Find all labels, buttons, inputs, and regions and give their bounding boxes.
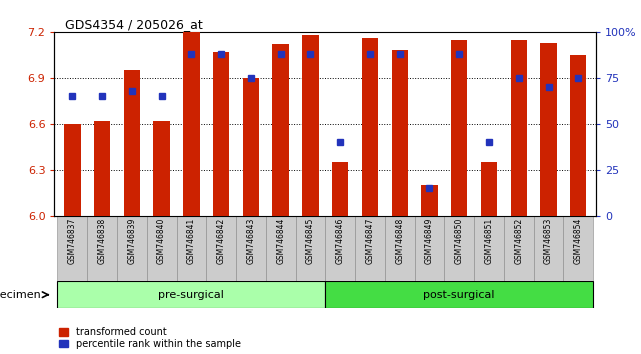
Bar [504, 216, 533, 281]
Text: GSM746853: GSM746853 [544, 218, 553, 264]
Text: specimen: specimen [0, 290, 42, 300]
Bar [421, 185, 438, 216]
Bar [64, 124, 81, 216]
Text: GSM746839: GSM746839 [128, 218, 137, 264]
Bar [213, 52, 229, 216]
Bar [236, 216, 266, 281]
Text: GSM746849: GSM746849 [425, 218, 434, 264]
Bar [87, 216, 117, 281]
Text: GSM746838: GSM746838 [97, 218, 106, 264]
Bar [332, 162, 348, 216]
Bar [243, 78, 259, 216]
Bar [481, 162, 497, 216]
Text: GSM746848: GSM746848 [395, 218, 404, 264]
Bar [385, 216, 415, 281]
Text: post-surgical: post-surgical [424, 290, 495, 300]
Bar [117, 216, 147, 281]
Bar [362, 38, 378, 216]
Bar [206, 216, 236, 281]
Text: GDS4354 / 205026_at: GDS4354 / 205026_at [65, 18, 203, 31]
Text: GSM746852: GSM746852 [514, 218, 523, 264]
Bar [392, 50, 408, 216]
Text: GSM746850: GSM746850 [454, 218, 463, 264]
Bar [58, 216, 87, 281]
Text: GSM746843: GSM746843 [246, 218, 255, 264]
Text: GSM746841: GSM746841 [187, 218, 196, 264]
Bar [58, 281, 325, 308]
Bar [272, 44, 289, 216]
Bar [444, 216, 474, 281]
Bar [540, 42, 556, 216]
Bar [325, 216, 355, 281]
Bar [570, 55, 587, 216]
Text: GSM746842: GSM746842 [217, 218, 226, 264]
Bar [183, 32, 199, 216]
Bar [451, 40, 467, 216]
Text: GSM746847: GSM746847 [365, 218, 374, 264]
Bar [153, 121, 170, 216]
Text: GSM746846: GSM746846 [336, 218, 345, 264]
Text: GSM746851: GSM746851 [485, 218, 494, 264]
Text: GSM746845: GSM746845 [306, 218, 315, 264]
Bar [474, 216, 504, 281]
Text: GSM746837: GSM746837 [68, 218, 77, 264]
Bar [296, 216, 325, 281]
Bar [533, 216, 563, 281]
Bar [147, 216, 176, 281]
Bar [176, 216, 206, 281]
Bar [563, 216, 593, 281]
Bar [325, 281, 593, 308]
Text: GSM746854: GSM746854 [574, 218, 583, 264]
Bar [94, 121, 110, 216]
Text: pre-surgical: pre-surgical [158, 290, 224, 300]
Legend: transformed count, percentile rank within the sample: transformed count, percentile rank withi… [60, 327, 241, 349]
Bar [355, 216, 385, 281]
Text: GSM746844: GSM746844 [276, 218, 285, 264]
Bar [415, 216, 444, 281]
Bar [303, 35, 319, 216]
Bar [511, 40, 527, 216]
Bar [124, 70, 140, 216]
Text: GSM746840: GSM746840 [157, 218, 166, 264]
Bar [266, 216, 296, 281]
